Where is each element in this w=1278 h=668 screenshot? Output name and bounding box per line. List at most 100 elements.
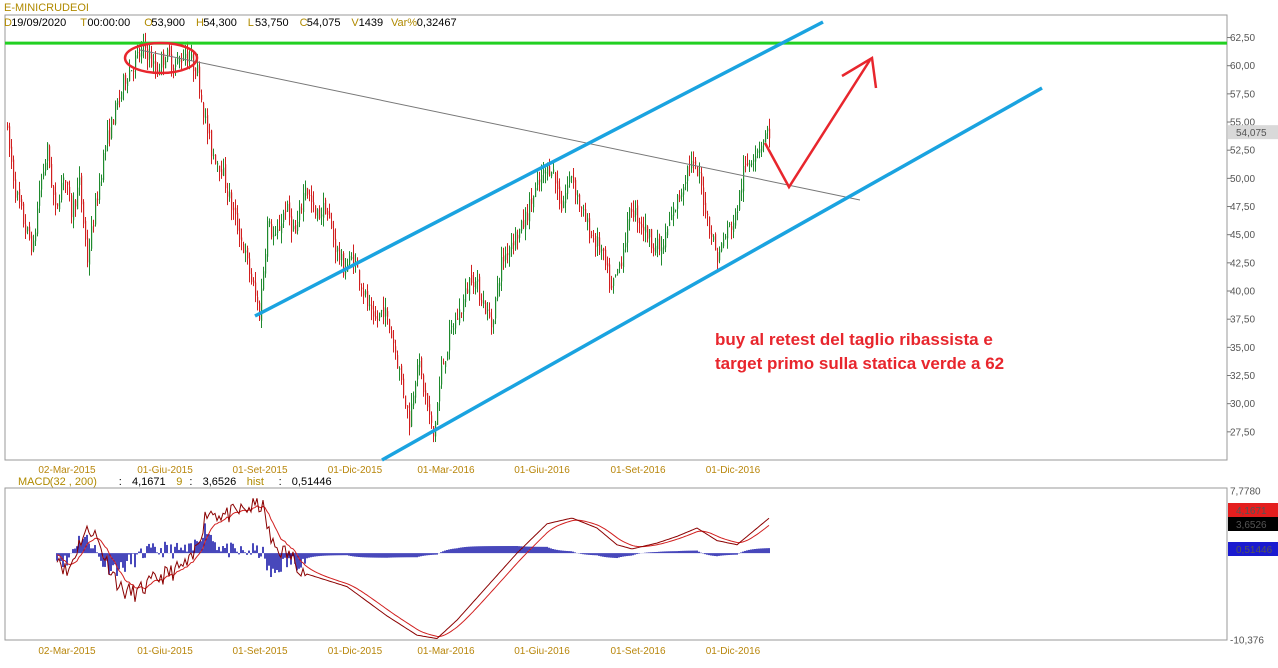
candle-body xyxy=(679,195,681,199)
candle-body xyxy=(301,208,303,210)
candle-body xyxy=(241,237,243,241)
candle-body xyxy=(23,203,25,225)
header-value-7: 0,32467 xyxy=(417,17,457,29)
candle-body xyxy=(655,245,657,253)
candle-body xyxy=(457,318,459,320)
candle-body xyxy=(25,224,27,233)
candle-body xyxy=(453,328,455,330)
candle-body xyxy=(125,75,127,84)
candle-body xyxy=(401,365,403,381)
candle-body xyxy=(479,276,481,301)
candle-body xyxy=(187,51,189,63)
candle-body xyxy=(167,49,169,60)
candle-body xyxy=(75,200,77,207)
candle-body xyxy=(513,241,515,246)
candle-body xyxy=(231,192,233,211)
macd-header-part-7: hist xyxy=(247,476,264,488)
candle-body xyxy=(555,172,557,184)
candle-body xyxy=(131,70,133,72)
candle-body xyxy=(391,330,393,339)
candle-body xyxy=(11,146,13,162)
candle-body xyxy=(319,208,321,219)
candle-body xyxy=(725,235,727,239)
candle-body xyxy=(353,254,355,266)
descending-trendline xyxy=(139,49,861,201)
candle-body xyxy=(89,249,91,265)
candle-body xyxy=(649,229,651,238)
candle-body xyxy=(33,240,35,251)
candle-body xyxy=(43,171,45,177)
candle-body xyxy=(289,202,291,218)
header-key-2: O xyxy=(144,17,153,29)
candle-body xyxy=(577,194,579,197)
candle-body xyxy=(153,61,155,64)
candle-body xyxy=(253,280,255,284)
price-y-tick-label: 57,50 xyxy=(1230,89,1255,100)
candle-body xyxy=(19,189,21,202)
candle-body xyxy=(659,235,661,252)
candle-body xyxy=(387,311,389,317)
candle-body xyxy=(625,242,627,248)
candle-body xyxy=(207,115,209,134)
candle-body xyxy=(183,59,185,61)
candle-body xyxy=(13,159,15,181)
ohlc-header: D 19/09/2020 T 00:00:00 O53,900 H 54,300 L 53,75… xyxy=(4,17,457,29)
price-y-tick-label: 27,50 xyxy=(1230,427,1255,438)
macd-x-tick-label: 01-Dic-2015 xyxy=(328,646,383,657)
candle-body xyxy=(193,52,195,72)
candle-body xyxy=(295,224,297,234)
candle-body xyxy=(151,54,153,67)
candle-body xyxy=(637,205,639,224)
candle-body xyxy=(361,287,363,290)
candle-body xyxy=(483,300,485,305)
candle-body xyxy=(553,169,555,172)
candle-body xyxy=(561,200,563,212)
candle-body xyxy=(757,150,759,153)
candle-body xyxy=(735,211,737,226)
candle-body xyxy=(733,222,735,232)
candle-body xyxy=(449,329,451,351)
candle-body xyxy=(341,254,343,261)
candle-body xyxy=(521,220,523,231)
candle-body xyxy=(497,283,499,299)
candle-body xyxy=(169,46,171,56)
candle-body xyxy=(767,128,769,132)
candle-body xyxy=(287,204,289,212)
macd-lines xyxy=(56,498,770,640)
candle-body xyxy=(661,247,663,255)
candle-body xyxy=(263,271,265,290)
candle-body xyxy=(523,219,525,228)
candle-body xyxy=(79,177,81,186)
candle-body xyxy=(273,234,275,237)
candle-body xyxy=(175,64,177,68)
candle-body xyxy=(149,52,151,59)
candle-body xyxy=(255,282,257,296)
candle-body xyxy=(579,194,581,208)
candle-body xyxy=(233,207,235,211)
candle-body xyxy=(291,216,293,232)
candle-body xyxy=(381,310,383,312)
candle-body xyxy=(743,165,745,192)
candle-body xyxy=(107,130,109,144)
candle-body xyxy=(303,192,305,212)
candle-body xyxy=(365,291,367,295)
price-x-axis: 02-Mar-2015 01-Giu-2015 01-Set-2015 01-Dic-… xyxy=(38,465,760,476)
candle-body xyxy=(417,364,419,380)
candle-body xyxy=(307,188,309,195)
macd-x-tick-label: 01-Set-2015 xyxy=(232,646,287,657)
price-y-tick-label: 45,00 xyxy=(1230,230,1255,241)
candle-body xyxy=(371,305,373,310)
candle-body xyxy=(97,198,99,201)
candle-body xyxy=(285,210,287,213)
candle-body xyxy=(407,405,409,408)
price-y-tick-label: 30,00 xyxy=(1230,399,1255,410)
candle-body xyxy=(461,312,463,314)
candle-body xyxy=(763,139,765,144)
candle-body xyxy=(699,172,701,174)
candle-body xyxy=(343,253,345,276)
price-x-tick-label: 01-Set-2016 xyxy=(610,465,665,476)
candle-body xyxy=(249,258,251,274)
candle-body xyxy=(313,202,315,206)
candle-body xyxy=(653,247,655,252)
